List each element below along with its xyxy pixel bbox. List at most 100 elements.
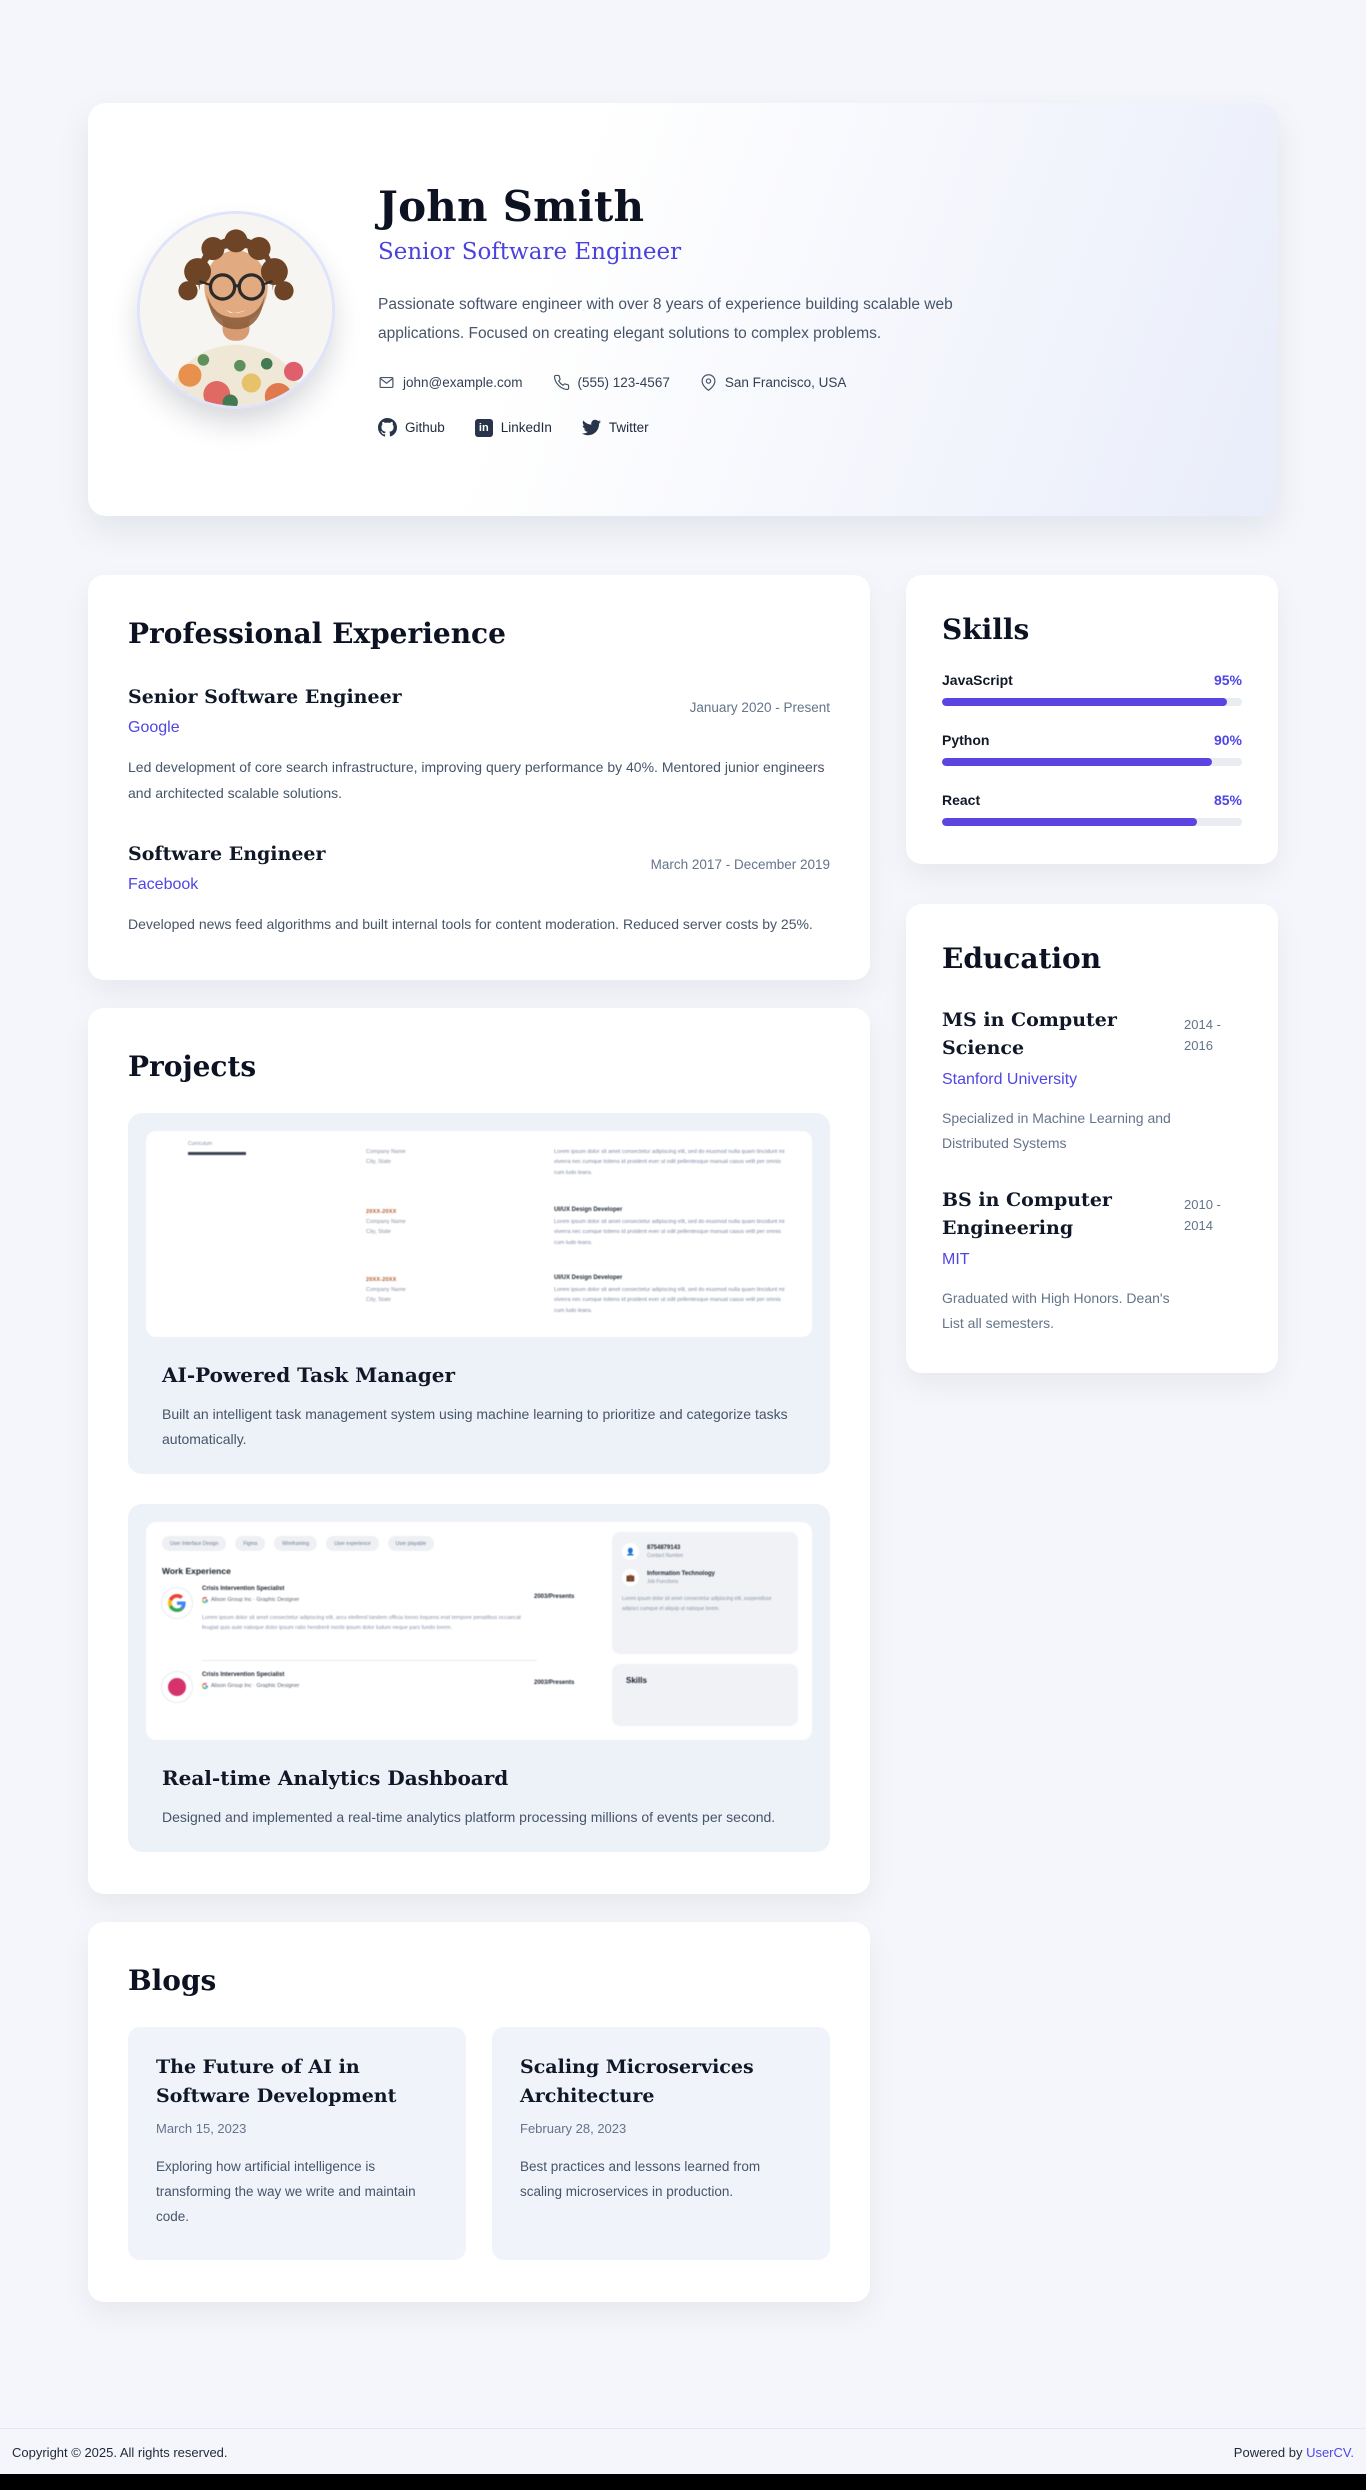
blogs-title: Blogs [128, 1964, 217, 1998]
blog-post-title: Scaling Microservices Architecture [520, 2056, 754, 2107]
experience-card: Professional Experience Senior Software … [88, 575, 870, 980]
profile-role: Senior Software Engineer [378, 238, 682, 265]
project-thumbnail-cv-builder: User Interface Design Figma Wireframing … [146, 1522, 812, 1741]
experience-company-link[interactable]: Facebook [128, 875, 199, 893]
experience-description: Led development of core search infrastru… [128, 759, 825, 801]
thumb-date: 20XX-20XX [366, 1208, 397, 1215]
profile-photo-illustration [140, 213, 332, 406]
thumb-tag-pill: Figma [235, 1536, 266, 1552]
thumb-entry-subtitle-text: Alison Group Inc · Graphic Designer [211, 1597, 300, 1604]
thumb-company-text: Company Name City, State [366, 1148, 406, 1165]
thumb-divider [202, 1660, 537, 1662]
blog-tile-ai-future[interactable]: The Future of AI in Software Development… [128, 2027, 466, 2261]
profile-name: John Smith [378, 181, 645, 231]
thumb-entry-date: 2003/Presents [534, 1680, 575, 1687]
thumb-tag-pill: User experience [326, 1536, 379, 1552]
projects-title: Projects [128, 1049, 257, 1083]
experience-item: Senior Software Engineer Google January … [128, 686, 830, 807]
skill-row-javascript: JavaScript 95% [942, 672, 1242, 706]
email-icon [379, 377, 394, 389]
experience-description: Developed news feed algorithms and built… [128, 915, 813, 932]
contact-phone: (555) 123-4567 [553, 374, 670, 391]
skill-name: React [942, 792, 981, 808]
project-description: Designed and implemented a real-time ana… [162, 1809, 776, 1826]
blog-post-excerpt: Best practices and lessons learned from … [520, 2159, 761, 2200]
experience-item: Software Engineer Facebook March 2017 - … [128, 843, 830, 938]
skill-row-python: Python 90% [942, 732, 1242, 766]
powered-by-prefix: Powered by [1233, 2445, 1307, 2461]
blog-post-date: February 28, 2023 [520, 2121, 627, 2137]
github-label: Github [405, 420, 445, 436]
education-school-link[interactable]: Stanford University [942, 1071, 1078, 1089]
skill-percent: 95% [1213, 672, 1242, 688]
contact-row: john@example.com (555) 123-4567 San Fran… [378, 374, 1018, 392]
contact-avatar-icon: 👤 [622, 1543, 639, 1561]
experience-period: January 2020 - Present [689, 700, 830, 715]
thumb-entry-subtitle-text: Alison Group Inc · Graphic Designer [211, 1683, 300, 1690]
skill-percent: 90% [1213, 732, 1242, 748]
profile-header-info: John Smith Senior Software Engineer Pass… [378, 182, 1018, 437]
thumb-brand-underline [188, 1151, 246, 1155]
google-g-icon [202, 1597, 208, 1604]
skill-progress-track [942, 818, 1242, 826]
thumb-entry-paragraph: Lorem ipsum dolor sit amet consectetur a… [202, 1615, 521, 1631]
project-title: AI-Powered Task Manager [162, 1362, 456, 1387]
contact-location-text: San Francisco, USA [724, 375, 847, 391]
thumb-sidebar-panel: 👤 8754879143 Contact Number 💼 Informatio… [612, 1532, 798, 1655]
thumb-tag-pill: User playable [387, 1536, 435, 1552]
powered-by: Powered by UserCV. [1234, 2445, 1354, 2460]
thumb-skills-panel: Skills [612, 1664, 798, 1727]
linkedin-link[interactable]: in LinkedIn [474, 418, 552, 437]
location-pin-icon [701, 374, 716, 392]
education-description: Specialized in Machine Learning and Dist… [942, 1110, 1171, 1151]
google-logo-icon [162, 1588, 192, 1619]
blog-post-date: March 15, 2023 [156, 2121, 247, 2137]
thumb-entry-subtitle: Alison Group Inc · Graphic Designer [202, 1597, 300, 1604]
skill-progress-track [942, 758, 1242, 766]
twitter-link[interactable]: Twitter [581, 418, 649, 437]
thumb-entry-title: Crisis Intervention Specialist [202, 1586, 285, 1593]
thumb-heading: UI/UX Design Developer [554, 1274, 623, 1281]
blog-post-excerpt: Exploring how artificial intelligence is… [156, 2159, 416, 2225]
skill-progress-fill [942, 698, 1227, 706]
main-grid: Professional Experience Senior Software … [88, 575, 1278, 2330]
bottom-black-bar [0, 2474, 1366, 2490]
contact-email: john@example.com [378, 374, 523, 391]
education-item: MS in Computer Science 2014 - 2016 Stanf… [942, 1007, 1242, 1155]
education-item: BS in Computer Engineering 2010 - 2014 M… [942, 1187, 1242, 1335]
social-links-row: Github in LinkedIn Twitter [378, 418, 1018, 437]
education-school-link[interactable]: MIT [942, 1251, 970, 1269]
thumb-job-value: Information Technology [647, 1570, 715, 1577]
blog-grid: The Future of AI in Software Development… [128, 2027, 830, 2261]
skill-progress-fill [942, 818, 1197, 826]
contact-location: San Francisco, USA [700, 374, 847, 392]
right-column: Skills JavaScript 95% Python 90% [906, 575, 1278, 1413]
copyright-text: Copyright © 2025. All rights reserved. [12, 2445, 228, 2461]
project-tile-task-manager[interactable]: Curriculum Company Name City, State Lore… [128, 1112, 830, 1475]
page-footer: Copyright © 2025. All rights reserved. P… [0, 2428, 1366, 2474]
experience-title: Professional Experience [128, 617, 506, 650]
thumb-paragraph: Lorem ipsum dolor sit amet consectetur a… [554, 1218, 785, 1246]
usercv-link[interactable]: UserCV. [1306, 2445, 1354, 2461]
blog-tile-microservices[interactable]: Scaling Microservices Architecture Febru… [492, 2027, 830, 2261]
blog-post-title: The Future of AI in Software Development [156, 2056, 397, 2107]
github-link[interactable]: Github [378, 418, 445, 437]
project-tile-analytics-dashboard[interactable]: User Interface Design Figma Wireframing … [128, 1504, 830, 1853]
projects-card: Projects Curriculum Company Name City, S… [88, 1007, 870, 1895]
linkedin-icon: in [474, 418, 493, 437]
profile-photo [140, 213, 332, 406]
education-period: 2010 - 2014 [1184, 1197, 1221, 1233]
education-degree: BS in Computer Engineering [942, 1189, 1112, 1239]
skill-row-react: React 85% [942, 792, 1242, 826]
job-function-icon: 💼 [622, 1569, 639, 1587]
experience-period: March 2017 - December 2019 [650, 856, 830, 872]
education-period: 2014 - 2016 [1184, 1017, 1221, 1053]
profile-header-card: John Smith Senior Software Engineer Pass… [88, 103, 1278, 516]
experience-company-link[interactable]: Google [128, 719, 180, 736]
skill-name: JavaScript [942, 672, 1013, 688]
google-g-icon [202, 1683, 208, 1690]
contact-email-text: john@example.com [403, 375, 523, 391]
education-card: Education MS in Computer Science 2014 - … [906, 904, 1278, 1374]
project-thumbnail-resume-template: Curriculum Company Name City, State Lore… [146, 1130, 812, 1337]
thumb-heading: UI/UX Design Developer [554, 1206, 623, 1213]
